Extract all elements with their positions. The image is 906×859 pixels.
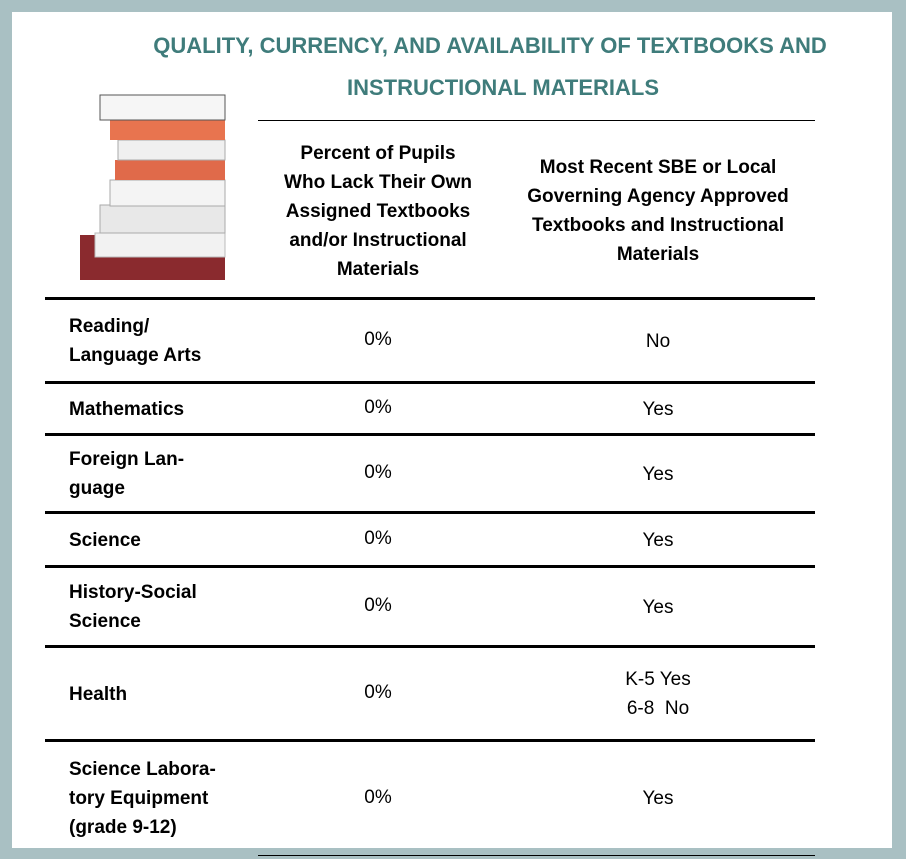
approved-cell: 6-8 No <box>500 694 816 723</box>
approved-cell: Yes <box>500 593 816 622</box>
percent-cell: 0% <box>268 328 488 352</box>
book <box>110 120 225 140</box>
row-rule <box>45 645 815 648</box>
row-label: History-Social <box>69 578 249 607</box>
approved-cell: Yes <box>500 460 816 489</box>
title: QUALITY, CURRENCY, AND AVAILABILITY OF T… <box>80 24 900 68</box>
row-label: Language Arts <box>69 341 249 370</box>
book <box>100 205 225 233</box>
approved-cell: K-5 Yes <box>500 665 816 694</box>
book <box>100 95 225 120</box>
percent-cell: 0% <box>268 681 488 705</box>
row-label: (grade 9-12) <box>69 813 249 842</box>
rule <box>258 120 815 121</box>
row-label: guage <box>69 474 249 503</box>
row-label: Science <box>69 607 249 636</box>
column-header: Materials <box>268 255 488 284</box>
row-label: Health <box>69 680 249 709</box>
percent-cell: 0% <box>268 461 488 485</box>
approved-cell: Yes <box>500 526 816 555</box>
books-illustration <box>70 85 230 290</box>
row-rule <box>45 433 815 436</box>
row-rule <box>45 381 815 384</box>
book <box>115 160 225 180</box>
column-header: Most Recent SBE or Local <box>500 153 816 182</box>
page: QUALITY, CURRENCY, AND AVAILABILITY OF T… <box>0 0 906 859</box>
column-header: and/or Instructional <box>268 226 488 255</box>
rule <box>258 855 815 856</box>
title: INSTRUCTIONAL MATERIALS <box>258 66 748 110</box>
row-rule <box>45 297 815 300</box>
row-label: Foreign Lan- <box>69 445 249 474</box>
row-rule <box>45 565 815 568</box>
percent-cell: 0% <box>268 594 488 618</box>
book <box>118 140 225 160</box>
column-header: Assigned Textbooks <box>268 197 488 226</box>
column-header: Textbooks and Instructional <box>500 211 816 240</box>
approved-cell: Yes <box>500 395 816 424</box>
percent-cell: 0% <box>268 786 488 810</box>
row-label: Science Labora- <box>69 755 249 784</box>
row-label: Reading/ <box>69 312 249 341</box>
approved-cell: No <box>500 327 816 356</box>
percent-cell: 0% <box>268 527 488 551</box>
approved-cell: Yes <box>500 784 816 813</box>
row-label: Mathematics <box>69 395 249 424</box>
column-header: Governing Agency Approved <box>500 182 816 211</box>
column-header: Percent of Pupils <box>268 139 488 168</box>
percent-cell: 0% <box>268 396 488 420</box>
book <box>95 233 225 257</box>
column-header: Materials <box>500 240 816 269</box>
book <box>110 180 225 206</box>
row-rule <box>45 739 815 742</box>
column-header: Who Lack Their Own <box>268 168 488 197</box>
row-label: tory Equipment <box>69 784 249 813</box>
row-label: Science <box>69 526 249 555</box>
row-rule <box>45 511 815 514</box>
